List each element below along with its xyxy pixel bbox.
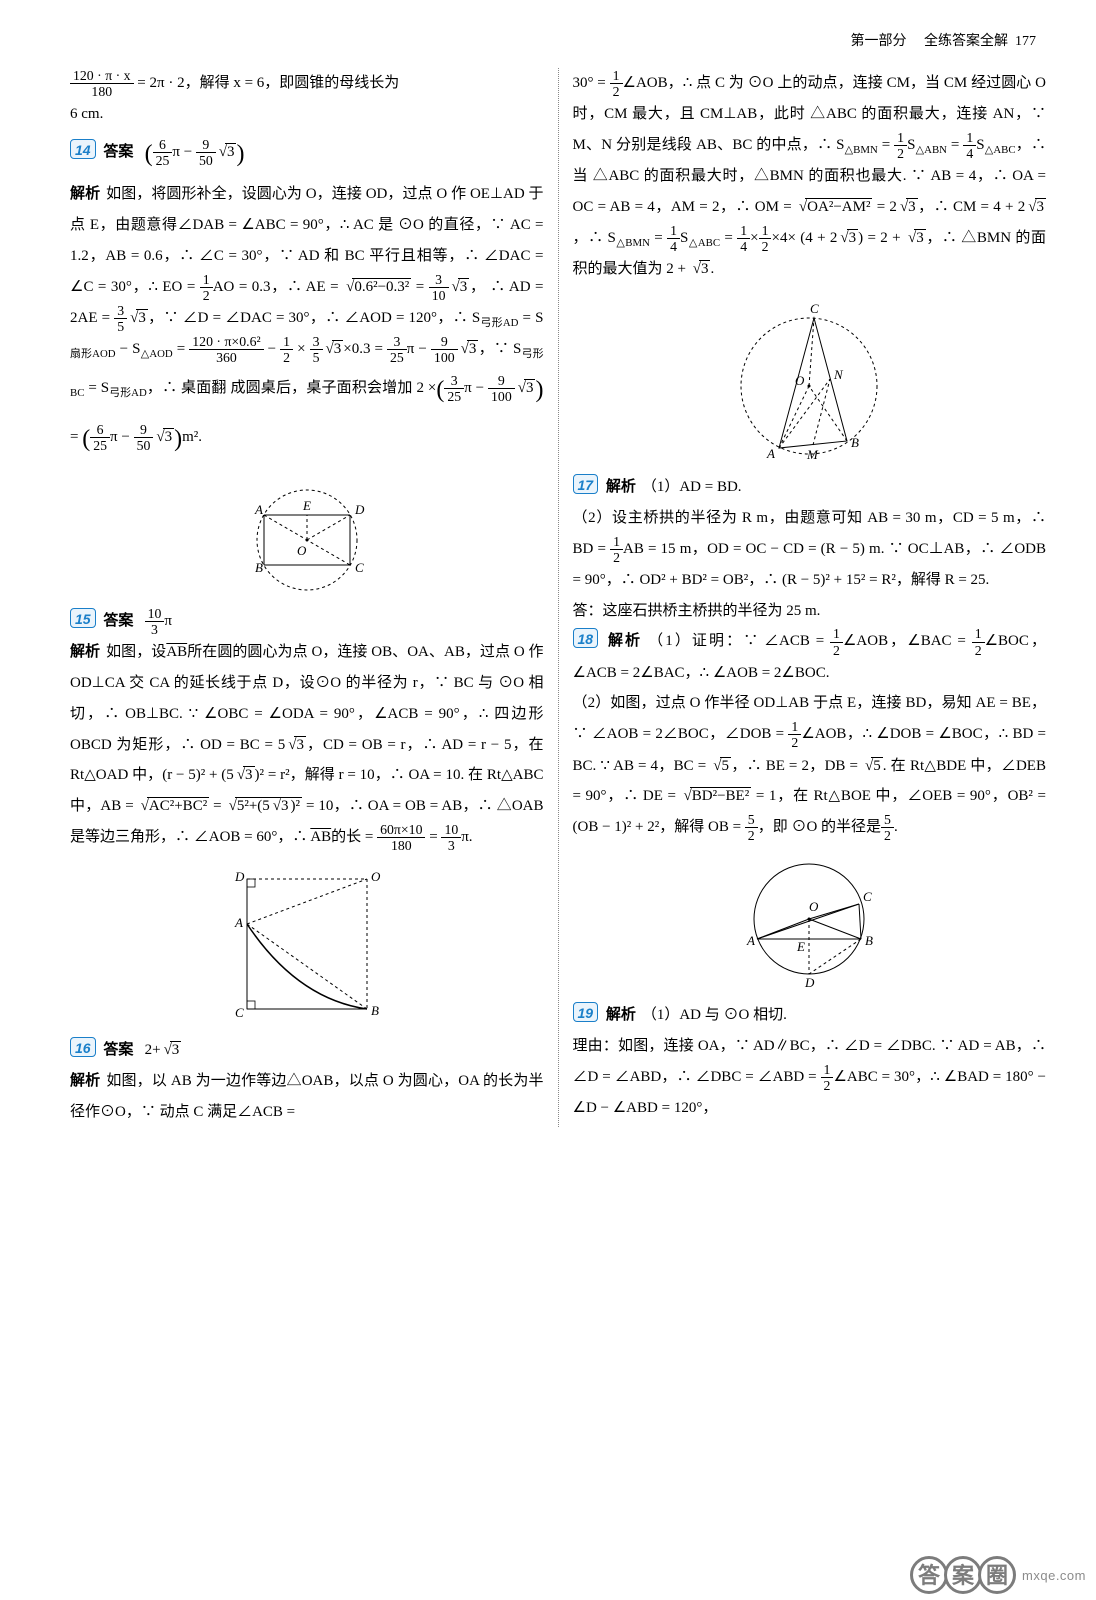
q17-part2: （2）设主桥拱的半径为 R m，由题意可知 AB = 30 m，CD = 5 m… bbox=[573, 503, 1047, 596]
q16-answer-line: 16 答案 2+3 bbox=[70, 1035, 544, 1066]
content-columns: 120 · π · x180 = 2π · 2，解得 x = 6，即圆锥的母线长… bbox=[70, 68, 1046, 1127]
solution-label: 解析 bbox=[70, 186, 100, 202]
qnum-17: 17 bbox=[573, 474, 599, 494]
figure-18: A B C D E O bbox=[573, 849, 1047, 994]
svg-text:A: A bbox=[254, 502, 263, 517]
watermark: 答案圈 mxqe.com bbox=[914, 1556, 1086, 1594]
svg-text:B: B bbox=[371, 1003, 379, 1018]
svg-text:O: O bbox=[809, 899, 819, 914]
answer-label: 答案 bbox=[103, 613, 133, 629]
page-number: 177 bbox=[1015, 34, 1036, 49]
q19-reason: 理由：如图，连接 OA，∵ AD∥BC，∴ ∠D = ∠DBC. ∵ AD = … bbox=[573, 1031, 1047, 1124]
watermark-char: 圈 bbox=[978, 1556, 1016, 1594]
svg-text:C: C bbox=[235, 1005, 244, 1020]
q13-result: 6 cm. bbox=[70, 99, 544, 130]
q18-part2: （2）如图，过点 O 作半径 OD⊥AB 于点 E，连接 BD，易知 AE = … bbox=[573, 688, 1047, 843]
section-label: 第一部分 bbox=[851, 34, 907, 49]
solution-label: 解析 bbox=[606, 1007, 636, 1023]
q19: 19 解析（1）AD 与 ⊙O 相切. bbox=[573, 1000, 1047, 1031]
watermark-char: 答 bbox=[910, 1556, 948, 1594]
svg-text:O: O bbox=[795, 373, 805, 388]
svg-text:N: N bbox=[833, 367, 844, 382]
svg-text:O: O bbox=[371, 869, 381, 884]
right-column: 30° = 12∠AOB，∴ 点 C 为 ⊙O 上的动点，连接 CM，当 CM … bbox=[559, 68, 1047, 1127]
svg-text:C: C bbox=[863, 889, 872, 904]
svg-text:C: C bbox=[355, 560, 364, 575]
svg-text:D: D bbox=[804, 975, 815, 990]
watermark-char: 案 bbox=[944, 1556, 982, 1594]
q15-answer-line: 15 答案 103π bbox=[70, 606, 544, 637]
left-column: 120 · π · x180 = 2π · 2，解得 x = 6，即圆锥的母线长… bbox=[70, 68, 559, 1127]
svg-text:A: A bbox=[746, 933, 755, 948]
svg-text:A: A bbox=[234, 915, 243, 930]
svg-text:B: B bbox=[255, 560, 263, 575]
q16-solution: 解析如图，以 AB 为一边作等边△OAB，以点 O 为圆心，OA 的长为半径作⊙… bbox=[70, 1066, 544, 1128]
q13-continuation: 120 · π · x180 = 2π · 2，解得 x = 6，即圆锥的母线长… bbox=[70, 68, 544, 99]
qnum-16: 16 bbox=[70, 1037, 96, 1057]
svg-text:E: E bbox=[796, 939, 805, 954]
svg-text:D: D bbox=[234, 869, 245, 884]
svg-text:A: A bbox=[766, 446, 775, 461]
q17-answer: 答：这座石拱桥主桥拱的半径为 25 m. bbox=[573, 596, 1047, 627]
q15-solution: 解析如图，设AB所在圆的圆心为点 O，连接 OB、OA、AB，过点 O 作 OD… bbox=[70, 637, 544, 853]
watermark-url: mxqe.com bbox=[1022, 1568, 1086, 1583]
q14-answer-line: 14 答案 (625π − 9503) bbox=[70, 130, 544, 179]
svg-text:M: M bbox=[806, 447, 819, 462]
qnum-15: 15 bbox=[70, 608, 96, 628]
answer-label: 答案 bbox=[103, 1042, 133, 1058]
answer-label: 答案 bbox=[103, 144, 133, 160]
q18: 18 解析（1）证明：∵ ∠ACB = 12∠AOB，∠BAC = 12∠BOC… bbox=[573, 626, 1047, 688]
solution-label: 解析 bbox=[606, 479, 636, 495]
qnum-18: 18 bbox=[573, 628, 599, 648]
solution-label: 解析 bbox=[70, 1073, 100, 1089]
q14-solution: 解析如图，将圆形补全，设圆心为 O，连接 OD，过点 O 作 OE⊥AD 于点 … bbox=[70, 179, 544, 464]
svg-text:D: D bbox=[354, 502, 365, 517]
q16-continuation: 30° = 12∠AOB，∴ 点 C 为 ⊙O 上的动点，连接 CM，当 CM … bbox=[573, 68, 1047, 285]
page-header: 第一部分 全练答案全解 177 bbox=[70, 30, 1046, 50]
solution-label: 解析 bbox=[608, 633, 642, 649]
solution-label: 解析 bbox=[70, 644, 100, 660]
qnum-19: 19 bbox=[573, 1002, 599, 1022]
svg-text:B: B bbox=[865, 933, 873, 948]
svg-text:B: B bbox=[851, 435, 859, 450]
svg-text:O: O bbox=[297, 543, 307, 558]
svg-text:E: E bbox=[302, 498, 311, 513]
section-subtitle: 全练答案全解 bbox=[924, 34, 1008, 49]
q17: 17 解析（1）AD = BD. bbox=[573, 472, 1047, 503]
figure-14: A B C D E O bbox=[70, 470, 544, 600]
figure-16: C A B M N O bbox=[573, 291, 1047, 466]
svg-text:C: C bbox=[810, 301, 819, 316]
qnum-14: 14 bbox=[70, 139, 96, 159]
figure-15: A B C D O bbox=[70, 859, 544, 1029]
